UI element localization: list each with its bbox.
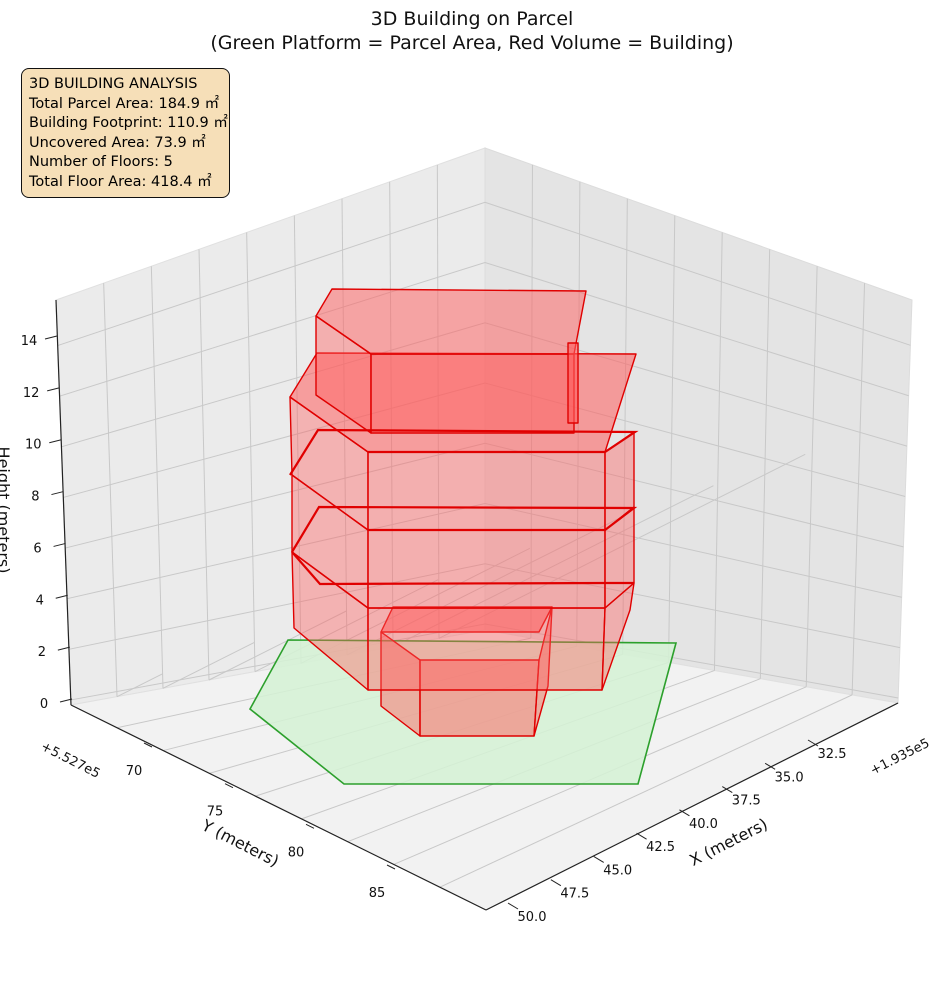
y-tick [305, 823, 315, 829]
x-tick [679, 809, 690, 817]
x-axis-line [485, 702, 899, 911]
x-floor-gridline [439, 694, 853, 888]
z-axis-line [55, 299, 72, 706]
analysis-line-uncovered: Uncovered Area: 73.9 ㎡ [29, 134, 206, 151]
x-tick-label: 32.5 [818, 747, 847, 762]
y-floor-gridline [116, 673, 164, 698]
z-axis-label: Height (meters) [0, 447, 13, 574]
axes [55, 299, 899, 911]
x-gridline [805, 266, 818, 687]
y-axis-label: Y (meters) [198, 815, 282, 870]
floor-4-top [289, 352, 637, 453]
x-gridline [713, 232, 723, 671]
x-gridline [668, 215, 676, 663]
x-offset-label: +1.935e5 [868, 736, 932, 779]
chart-title: 3D Building on Parcel [370, 8, 574, 30]
z-tick-label: 4 [36, 593, 44, 608]
y-tick-label: 85 [369, 886, 386, 901]
analysis-line-floor-area: Total Floor Area: 418.4 ㎡ [29, 173, 212, 190]
floor-slab-3 [291, 551, 634, 586]
x-tick-label: 50.0 [518, 910, 547, 925]
analysis-line-floors: Number of Floors: 5 [29, 154, 173, 170]
floor-3-front-face [367, 451, 606, 531]
y-floor-gridline [208, 610, 347, 681]
x-tick-label: 45.0 [603, 863, 632, 878]
z-tick-label: 10 [25, 438, 42, 453]
z-tick-label: 6 [33, 541, 41, 556]
x-tick [507, 902, 519, 910]
x-gridline [759, 249, 771, 679]
z-tick [55, 594, 68, 599]
z-tick-label: 14 [21, 334, 38, 349]
floor-slab-1 [291, 505, 638, 553]
y-tick [143, 742, 153, 748]
z-tick [49, 439, 62, 444]
x-tick-label: 35.0 [775, 770, 804, 785]
analysis-heading: 3D BUILDING ANALYSIS [29, 76, 198, 92]
analysis-box: 3D BUILDING ANALYSIS Total Parcel Area: … [21, 68, 230, 198]
x-gridline [851, 283, 866, 695]
x-tick-label: 47.5 [560, 887, 589, 902]
floor-2-front-face [367, 529, 606, 609]
y-tick-label: 80 [288, 845, 305, 860]
shapes [248, 288, 678, 785]
x-tick [550, 879, 562, 887]
x-tick [636, 832, 647, 840]
y-tick-label: 70 [126, 764, 143, 779]
z-tick [44, 335, 58, 340]
x-tick-label: 42.5 [646, 840, 675, 855]
z-tick [57, 646, 70, 651]
x-tick-label: 37.5 [732, 794, 761, 809]
z-tick [51, 491, 64, 496]
tick-labels: 32.535.037.540.042.545.047.550.070758085… [21, 334, 847, 925]
y-gridline [103, 283, 118, 697]
x-tick [593, 855, 604, 863]
chart-subtitle: (Green Platform = Parcel Area, Red Volum… [210, 32, 734, 54]
analysis-line-parcel-area: Total Parcel Area: 184.9 ㎡ [29, 95, 220, 112]
y-gridline [150, 266, 164, 689]
y-gridline [246, 232, 256, 672]
y-tick-label: 75 [207, 805, 224, 820]
floor-5-side-fin [567, 342, 579, 424]
floor-5-front-face [370, 353, 575, 434]
z-tick [47, 387, 60, 392]
floor-slab-2 [289, 428, 639, 476]
z-tick [59, 698, 73, 703]
x-gridline [622, 198, 628, 655]
z-tick-label: 2 [38, 645, 46, 660]
z-tick-label: 12 [23, 386, 40, 401]
y-axis-line [70, 704, 487, 911]
z-tick-label: 8 [31, 490, 39, 505]
floor-5-top [315, 288, 587, 355]
y-tick [386, 864, 396, 870]
x-tick-label: 40.0 [689, 817, 718, 832]
x-tick [722, 786, 733, 794]
x-tick [764, 762, 776, 770]
x-tick [807, 739, 819, 747]
y-gridline [293, 215, 302, 664]
z-tick-label: 0 [40, 697, 48, 712]
analysis-line-footprint: Building Footprint: 110.9 ㎡ [29, 115, 228, 131]
z-tick [53, 542, 66, 547]
y-offset-label: +5.527e5 [38, 739, 102, 782]
annex-right-face [533, 606, 553, 737]
y-gridline [198, 249, 210, 681]
y-tick [224, 783, 234, 789]
floor-1-front-face [367, 607, 606, 691]
